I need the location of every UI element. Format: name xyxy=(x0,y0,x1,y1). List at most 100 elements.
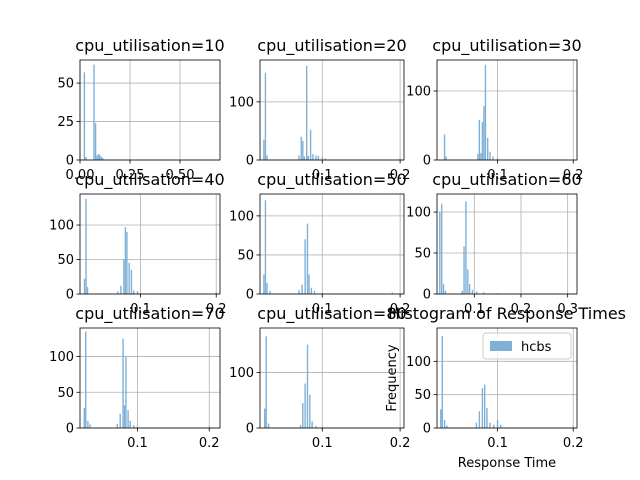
histogram-bar xyxy=(475,422,478,428)
histogram-bar xyxy=(324,158,327,160)
histogram-bar xyxy=(304,383,306,428)
histogram-bar xyxy=(83,278,86,294)
x-tick-label: 0.3 xyxy=(557,302,578,317)
subplot-9: 0.1 0.2 0 50 100 Histogram of Response Times R… xyxy=(385,304,626,471)
x-tick-label: 0.2 xyxy=(390,168,411,183)
histogram-bar xyxy=(306,65,308,160)
axes-frame xyxy=(259,193,405,295)
x-tick-label: 0.1 xyxy=(127,436,148,451)
x-tick-label: 0.2 xyxy=(199,436,220,451)
axes-frame xyxy=(259,327,405,429)
histogram-bar xyxy=(83,408,86,428)
legend-frame xyxy=(482,332,572,360)
histogram-bar xyxy=(480,153,482,160)
y-tick-label: 100 xyxy=(49,350,74,365)
histogram-bar xyxy=(441,336,443,428)
histogram-bar xyxy=(119,413,121,428)
subplot-3: 0.1 0.2 0 100 cpu_utilisation=30 xyxy=(406,36,583,183)
histogram-bar xyxy=(136,291,139,294)
histogram-bar xyxy=(215,292,217,294)
x-tick-label: 0.2 xyxy=(390,302,411,317)
subplot-title: cpu_utilisation=30 xyxy=(432,36,581,56)
histogram-bar xyxy=(263,139,265,160)
histogram-bar xyxy=(301,284,303,294)
histogram-bar xyxy=(96,155,98,160)
histogram-bar xyxy=(117,291,119,294)
histogram-bar xyxy=(266,283,268,294)
subplot-2: 0.1 0.2 0 100 cpu_utilisation=20 xyxy=(229,36,410,183)
histogram-bar xyxy=(126,231,128,294)
histogram-bar xyxy=(83,72,86,160)
histogram-bar xyxy=(481,388,484,428)
histogram-bar xyxy=(122,338,124,428)
histogram-bar xyxy=(478,411,481,428)
subplot-title: cpu_utilisation=70 xyxy=(75,304,224,324)
histogram-bar xyxy=(321,292,323,294)
axes-frame xyxy=(259,59,405,161)
histogram-bar xyxy=(496,157,499,160)
histogram-bar xyxy=(136,426,139,428)
histogram-bar xyxy=(85,331,87,428)
y-axis-label: Frequency xyxy=(385,344,400,411)
histogram-bar xyxy=(306,344,309,428)
histogram-bar xyxy=(489,151,491,160)
histogram-bar xyxy=(120,285,122,294)
histogram-bar xyxy=(308,274,310,294)
x-tick-label: 0.2 xyxy=(206,302,227,317)
histogram-bar xyxy=(267,423,270,428)
histogram-bar xyxy=(298,290,300,294)
histogram-bar xyxy=(321,426,323,428)
histogram-bar xyxy=(94,123,97,160)
y-tick-label: 100 xyxy=(406,206,431,221)
subplot-1: 0.00 0.25 0.50 0 25 50 cpu_utilisation=10 xyxy=(57,36,224,183)
histogram-bar xyxy=(499,424,502,428)
histogram-bar xyxy=(471,289,474,294)
histogram-bar xyxy=(102,158,104,160)
y-tick-label: 100 xyxy=(229,366,254,381)
subplot-title: cpu_utilisation=60 xyxy=(432,170,581,190)
histogram-bar xyxy=(444,290,447,294)
y-tick-label: 0 xyxy=(423,422,431,437)
histogram-bar xyxy=(264,72,267,160)
histogram-bar xyxy=(302,403,304,428)
histogram-bar xyxy=(315,155,317,160)
subplot-5: 0.1 0.2 0 50 100 cpu_utilisation=50 xyxy=(229,170,410,317)
histogram-bar xyxy=(266,155,268,160)
subplot-7: 0.1 0.2 0 50 100 cpu_utilisation=70 xyxy=(49,304,225,451)
x-tick-label: 0.25 xyxy=(116,168,145,183)
y-tick-label: 100 xyxy=(406,85,431,100)
histogram-bar xyxy=(496,420,499,428)
histogram-bar xyxy=(461,290,463,294)
y-tick-label: 0 xyxy=(66,154,74,169)
histogram-bar xyxy=(572,426,574,428)
y-tick-label: 100 xyxy=(406,355,431,370)
subplot-4: 0.1 0.2 0 50 100 cpu_utilisation=40 xyxy=(49,170,226,317)
histogram-bar xyxy=(482,292,485,294)
histogram-bar xyxy=(265,336,267,428)
histogram-bar xyxy=(477,153,479,160)
subplot-8: 0.1 0.2 0 100 cpu_utilisation=80 xyxy=(229,304,410,451)
axes-frame xyxy=(79,59,221,161)
histogram-bar xyxy=(492,156,494,160)
y-tick-label: 0 xyxy=(246,422,254,437)
histogram-bar xyxy=(130,269,133,294)
y-tick-label: 50 xyxy=(57,253,74,268)
histogram-bar xyxy=(440,203,443,294)
legend-swatch xyxy=(490,341,512,351)
histogram-bar xyxy=(463,246,465,294)
histogram-bar xyxy=(486,408,488,428)
x-tick-label: 0.1 xyxy=(312,436,333,451)
histogram-bar xyxy=(315,425,317,428)
histogram-bar xyxy=(263,274,265,294)
histogram-bar xyxy=(123,259,125,294)
y-tick-label: 100 xyxy=(229,209,254,224)
legend-label: hcbs xyxy=(521,340,552,355)
axes-frame xyxy=(436,193,578,295)
histogram-bar xyxy=(125,356,127,428)
histogram-bar xyxy=(99,155,101,160)
x-tick-label: 0.1 xyxy=(464,302,485,317)
axes-frame xyxy=(436,59,578,161)
histogram-bar xyxy=(123,405,126,428)
